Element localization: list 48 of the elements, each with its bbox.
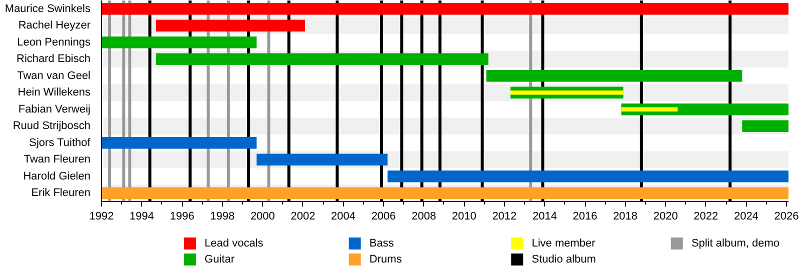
- x-tick-label: 2004: [331, 210, 356, 222]
- x-tick-label: 2022: [694, 210, 718, 222]
- x-tick-label: 2002: [290, 210, 316, 222]
- x-tick-label: 2010: [452, 210, 476, 222]
- bar: [156, 20, 305, 32]
- y-tick-label: Twan Fleuren: [24, 154, 91, 166]
- y-tick-label: Twan van Geel: [17, 70, 90, 82]
- y-tick-label: Richard Ebisch: [16, 53, 91, 66]
- y-tick-label: Sjors Tuithof: [29, 136, 92, 149]
- y-tick-label: Leon Pennings: [17, 36, 91, 48]
- bar: [621, 107, 678, 112]
- x-tick-label: 1998: [210, 210, 235, 222]
- x-tick-label: 2014: [532, 210, 557, 222]
- legend-label: Drums: [369, 254, 402, 266]
- x-tick-label: 2008: [412, 210, 436, 222]
- bar: [156, 53, 488, 65]
- bar: [742, 120, 788, 132]
- bar: [102, 36, 257, 48]
- x-tick-label: 1996: [170, 210, 194, 222]
- bar: [510, 90, 624, 95]
- x-tick-label: 2016: [572, 210, 598, 222]
- legend-label: Guitar: [204, 254, 235, 266]
- x-tick-label: 2006: [371, 210, 396, 222]
- y-tick-label: Ruud Strijbosch: [12, 120, 91, 132]
- x-tick-label: 2020: [653, 210, 678, 222]
- bar: [102, 137, 257, 149]
- x-tick-label: 2000: [250, 210, 275, 222]
- legend-label: Lead vocals: [204, 238, 264, 250]
- x-tick-label: 2018: [613, 210, 638, 222]
- y-tick-label: Erik Fleuren: [31, 187, 90, 200]
- y-tick-label: Fabian Verweij: [18, 103, 91, 116]
- x-tick-label: 1994: [130, 210, 154, 222]
- legend-label: Bass: [369, 238, 394, 250]
- bar: [256, 154, 388, 166]
- x-tick-label: 2024: [734, 210, 758, 222]
- legend-label: Studio album: [532, 254, 596, 266]
- y-tick-label: Rachel Heyzer: [18, 20, 91, 32]
- bar: [102, 3, 788, 15]
- legend-label: Split album, demo: [691, 238, 780, 250]
- x-tick-label: 2026: [774, 210, 799, 222]
- y-tick-label: Harold Gielen: [23, 170, 91, 182]
- y-tick-label: Maurice Swinkels: [4, 2, 91, 15]
- legend-label: Live member: [532, 238, 596, 250]
- bar: [486, 70, 742, 82]
- y-tick-label: Hein Willekens: [18, 86, 91, 99]
- bar: [388, 170, 788, 182]
- x-tick-label: 2012: [492, 210, 517, 222]
- x-tick-label: 1992: [89, 210, 114, 222]
